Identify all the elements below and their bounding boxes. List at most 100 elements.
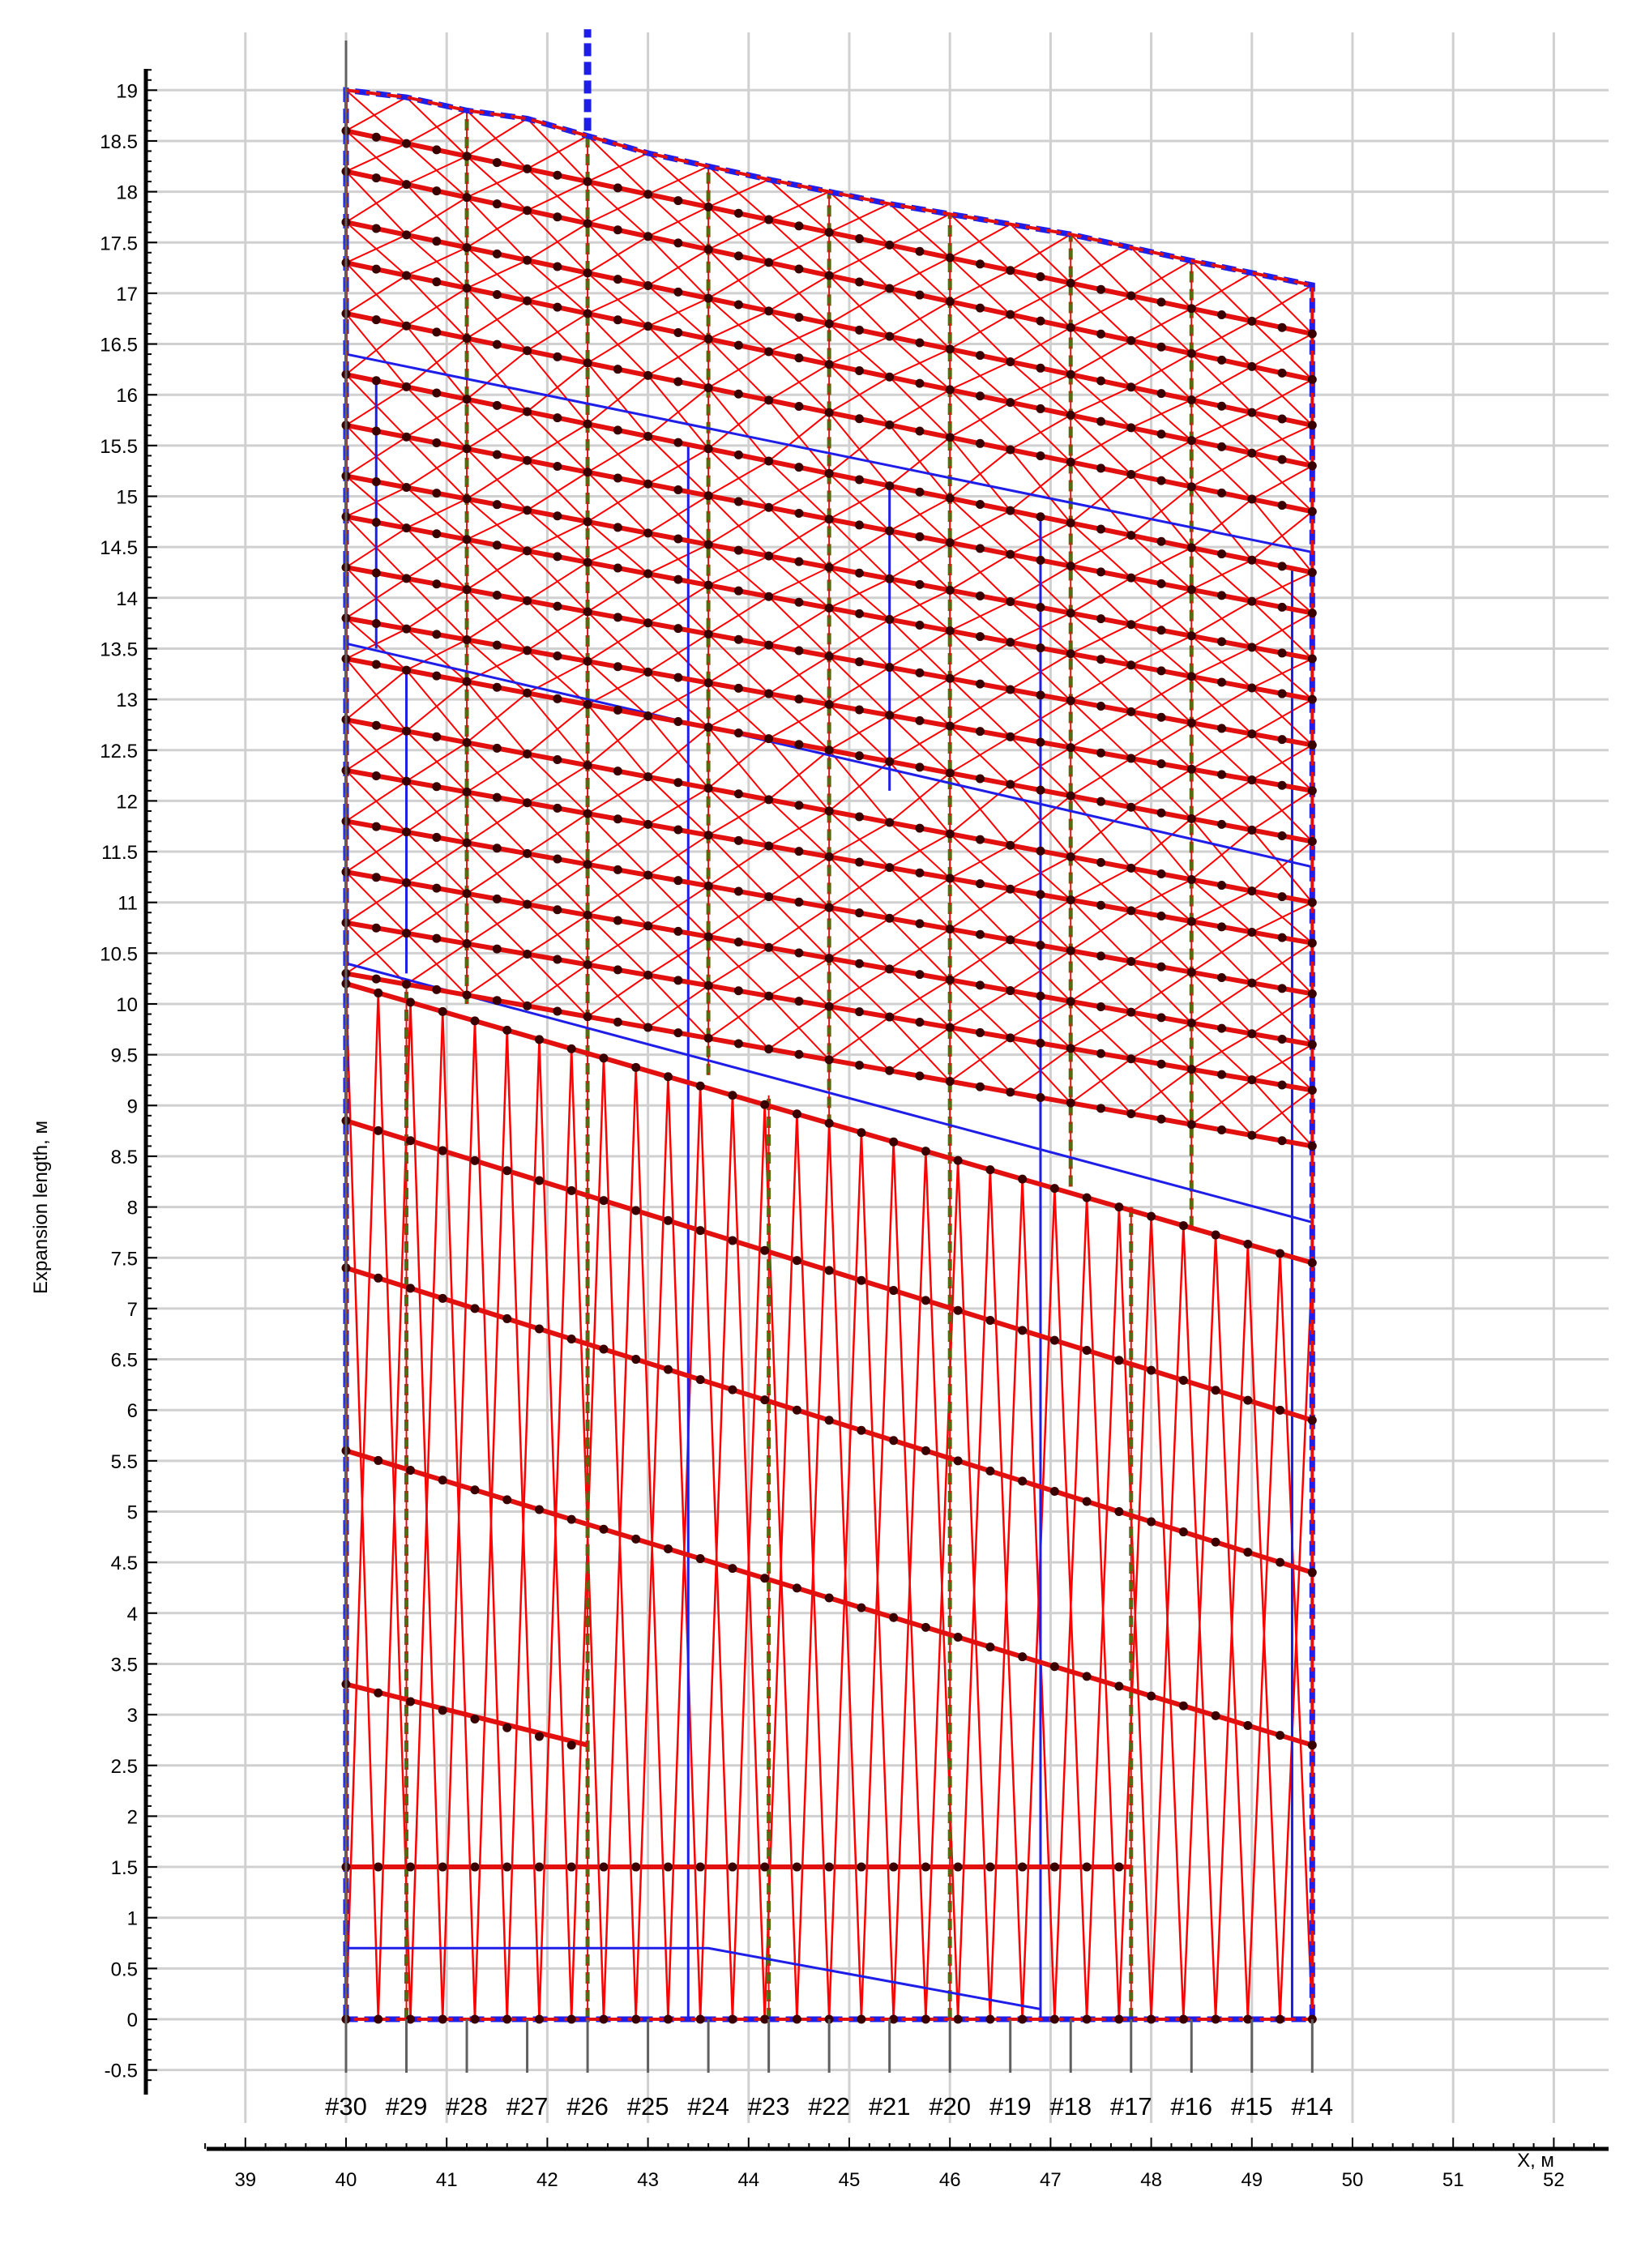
frame-label: #25: [627, 2092, 669, 2121]
seam-node: [583, 809, 592, 818]
brace-line: [767, 178, 830, 233]
brace-line: [405, 386, 468, 450]
seam-node: [523, 899, 532, 909]
seam-node: [703, 629, 713, 639]
brace-line: [345, 89, 408, 144]
seam-node: [1178, 1375, 1188, 1385]
brace-line: [1130, 910, 1192, 973]
brace-line: [587, 963, 649, 1028]
seam-node: [1126, 423, 1136, 433]
seam-node: [945, 925, 955, 934]
seam-node: [1126, 573, 1136, 583]
seam-node: [371, 660, 381, 669]
brace-line: [1070, 565, 1132, 626]
seam-node: [613, 705, 622, 715]
seam-node: [854, 908, 864, 918]
brace-line: [345, 313, 408, 388]
frame-label: #16: [1170, 2092, 1212, 2121]
seam-node: [764, 502, 774, 512]
brace-line: [888, 917, 951, 980]
seam-node: [470, 1155, 480, 1165]
seam-node: [1156, 297, 1166, 307]
seam-node: [1066, 410, 1075, 420]
seam-node: [885, 818, 895, 827]
seam-node: [794, 948, 804, 958]
seam-node: [824, 1862, 834, 1872]
seam-node: [1277, 1080, 1287, 1090]
bottom-node: [953, 2014, 963, 2024]
brace-line: [647, 874, 709, 938]
seam-node: [583, 761, 592, 771]
seam-node: [613, 425, 622, 435]
seam-node: [854, 325, 864, 335]
brace-line: [925, 1151, 959, 2020]
seam-node: [760, 1574, 770, 1583]
seam-node: [643, 819, 653, 829]
seam-node: [599, 1053, 609, 1063]
seam-node: [1126, 335, 1136, 345]
seam-node: [583, 219, 592, 229]
brace-line: [405, 780, 468, 844]
brace-line: [345, 130, 408, 186]
bottom-node: [1049, 2014, 1059, 2024]
brace-line: [888, 288, 951, 350]
seam-node: [1186, 916, 1196, 926]
brace-line: [1070, 1048, 1132, 1115]
brace-line: [767, 845, 830, 908]
seam-node: [1178, 1701, 1188, 1711]
seam-node: [371, 476, 381, 486]
brace-line: [828, 472, 891, 532]
brace-line: [949, 979, 1011, 1039]
seam-node: [1036, 1038, 1045, 1048]
seam-node: [1156, 666, 1166, 676]
seam-node: [854, 609, 864, 618]
brace-line: [526, 550, 588, 613]
brace-line: [647, 374, 709, 450]
seam-node: [703, 881, 713, 891]
seam-node: [921, 1622, 930, 1632]
seam-node: [1307, 837, 1317, 847]
seam-node: [945, 385, 955, 395]
brace-line: [828, 322, 891, 378]
brace-line: [949, 725, 1011, 785]
seam-node: [673, 196, 683, 206]
brace-line: [828, 412, 891, 487]
seam-node: [1049, 1862, 1059, 1872]
seam-node: [1156, 1013, 1166, 1023]
brace-line: [889, 335, 951, 391]
seam-node: [915, 868, 925, 878]
seam-node: [794, 508, 804, 518]
seam-node: [1114, 1202, 1124, 1212]
seam-node: [1096, 567, 1105, 577]
seam-node: [1006, 1087, 1015, 1097]
brace-line: [506, 1030, 541, 2020]
brace-line: [466, 448, 528, 511]
seam-node: [462, 444, 472, 454]
seam-node: [1147, 1211, 1156, 1221]
brace-line: [1251, 272, 1314, 335]
seam-node: [733, 251, 743, 261]
seam-node: [1036, 941, 1045, 950]
seam-node: [673, 926, 683, 936]
y-tick-label: 18: [116, 182, 138, 204]
seam-node: [1156, 389, 1166, 399]
brace-line: [707, 726, 770, 801]
seam-node: [1036, 690, 1045, 700]
brace-line: [1130, 960, 1192, 1024]
brace-line: [949, 589, 1011, 643]
brace-line: [767, 738, 830, 812]
seam-node: [1066, 322, 1075, 332]
seam-node: [703, 784, 713, 793]
brace-line: [466, 498, 528, 552]
seam-node: [945, 344, 955, 354]
brace-line: [949, 223, 1011, 258]
brace-line: [526, 903, 588, 966]
seam-node: [854, 751, 864, 761]
seam-node: [1277, 414, 1287, 424]
seam-node: [613, 662, 622, 672]
brace-line: [405, 234, 468, 289]
seam-node: [432, 985, 442, 994]
seam-node: [889, 1862, 899, 1872]
seam-node: [1277, 368, 1287, 378]
seam-node: [1307, 421, 1317, 430]
